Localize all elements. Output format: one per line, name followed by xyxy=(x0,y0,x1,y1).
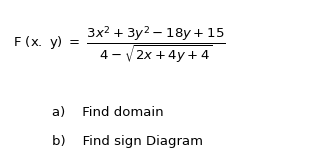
Text: $\mathrm{F\ (x.\ y)\ =\ }\dfrac{3x^2+3y^2-18y+15}{4-\sqrt{2x+4y+4}}$: $\mathrm{F\ (x.\ y)\ =\ }\dfrac{3x^2+3y^… xyxy=(13,24,225,66)
Text: b)    Find sign Diagram: b) Find sign Diagram xyxy=(52,135,203,148)
Text: a)    Find domain: a) Find domain xyxy=(52,106,163,119)
